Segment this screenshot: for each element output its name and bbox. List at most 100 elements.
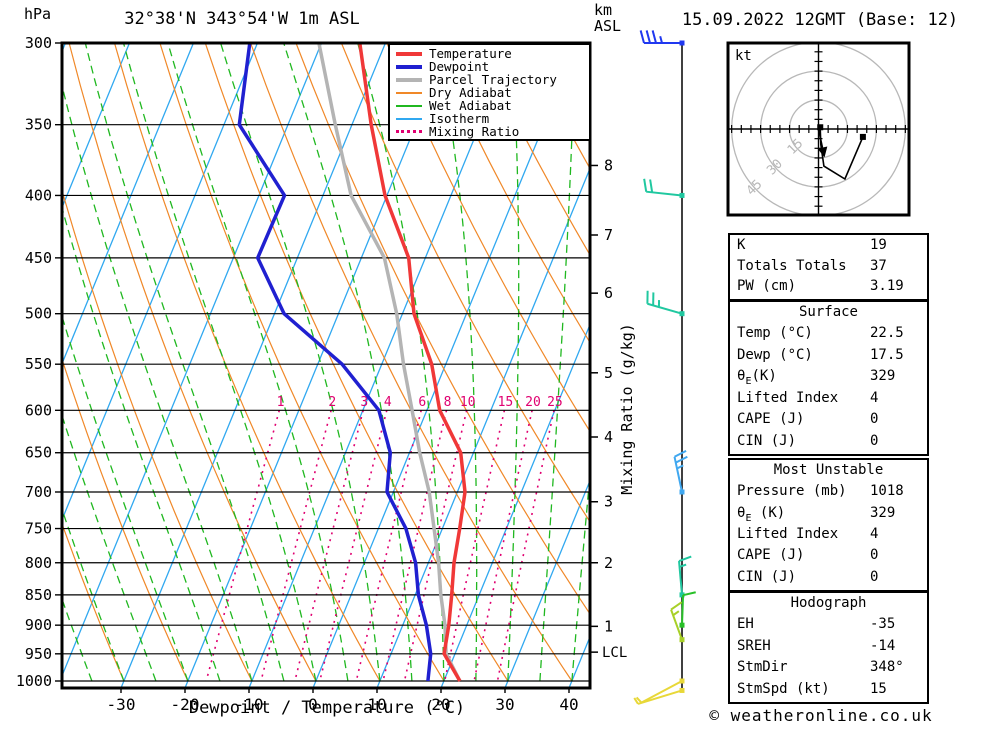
row-value: 0 xyxy=(870,411,879,428)
svg-text:950: 950 xyxy=(25,645,52,663)
wind-barb xyxy=(678,555,692,598)
wind-barb xyxy=(679,591,696,628)
svg-text:-10: -10 xyxy=(235,695,264,714)
table-row: StmDir 348° xyxy=(730,657,927,678)
parcel-trajectory-curve xyxy=(317,43,462,682)
table-row: Lifted Index 4 xyxy=(730,388,927,409)
svg-text:350: 350 xyxy=(25,116,52,134)
pressure-gridlines xyxy=(62,42,590,682)
svg-text:25: 25 xyxy=(547,395,563,410)
svg-text:400: 400 xyxy=(25,186,52,204)
legend-swatch xyxy=(396,104,422,107)
plot-border xyxy=(60,41,592,690)
legend-label: Isotherm xyxy=(429,111,490,126)
svg-text:6: 6 xyxy=(418,395,426,410)
table-row: Pressure (mb) 1018 xyxy=(730,481,927,502)
table-row: PW (cm) 3.19 xyxy=(730,276,927,297)
svg-text:850: 850 xyxy=(25,586,52,604)
wind-barb xyxy=(643,178,685,198)
svg-text:4: 4 xyxy=(604,428,613,446)
legend-item-wet-adiabat: Wet Adiabat xyxy=(396,99,589,112)
row-label: EH xyxy=(737,616,754,633)
pressure-tick-labels: 300 350 400 450 500 550 600 650 700 750 800 850 900 9… xyxy=(16,34,62,690)
svg-text:10: 10 xyxy=(460,395,476,410)
legend-item-isotherm: Isotherm xyxy=(396,112,589,125)
legend-item-mixing-ratio: Mixing Ratio xyxy=(396,125,589,138)
legend-swatch xyxy=(396,91,422,94)
row-value: 37 xyxy=(870,257,887,274)
table-title: Hodograph xyxy=(790,595,867,611)
svg-text:30: 30 xyxy=(495,695,514,714)
legend-swatch xyxy=(396,51,422,56)
table-row: SREH -14 xyxy=(730,636,927,657)
row-label: Pressure (mb) xyxy=(737,483,847,500)
dewpoint-curve xyxy=(237,43,433,682)
svg-text:20: 20 xyxy=(525,395,541,410)
legend-swatch xyxy=(396,117,422,120)
svg-text:550: 550 xyxy=(25,355,52,373)
table-row: Dewp (°C) 17.5 xyxy=(730,345,927,366)
run-datetime: 15.09.2022 12GMT (Base: 12) xyxy=(681,10,959,30)
row-label: PW (cm) xyxy=(737,278,797,295)
wind-barb-column xyxy=(633,30,696,705)
table-row: Temp (°C) 22.5 xyxy=(730,323,927,344)
svg-text:3: 3 xyxy=(604,493,613,511)
legend-item-dry-adiabat: Dry Adiabat xyxy=(396,86,589,99)
row-value: 0 xyxy=(870,432,879,449)
row-value: 17.5 xyxy=(870,346,904,363)
row-value: 22.5 xyxy=(870,325,904,342)
row-label: Lifted Index xyxy=(737,525,839,542)
table-row: θE(K) 329 xyxy=(730,366,927,387)
svg-text:750: 750 xyxy=(25,520,52,538)
row-value: 19 xyxy=(870,237,887,253)
table-title: Most Unstable xyxy=(773,462,884,478)
legend: Temperature Dewpoint Parcel Trajectory Dry … xyxy=(388,43,591,141)
legend-label: Dewpoint xyxy=(429,59,490,74)
legend-label: Mixing Ratio xyxy=(429,124,520,139)
wind-barb xyxy=(673,449,688,495)
row-value: -35 xyxy=(870,616,896,633)
table-row: CAPE (J) 0 xyxy=(730,409,927,430)
row-label: Temp (°C) xyxy=(737,325,813,342)
svg-text:10: 10 xyxy=(367,695,386,714)
svg-text:650: 650 xyxy=(25,444,52,462)
svg-text:7: 7 xyxy=(604,226,613,244)
legend-item-parcel-trajectory: Parcel Trajectory xyxy=(396,73,589,86)
legend-item-dewpoint: Dewpoint xyxy=(396,60,589,73)
row-value: 1018 xyxy=(870,483,904,500)
table-row: CIN (J) 0 xyxy=(730,567,927,588)
table-row: EH -35 xyxy=(730,614,927,635)
table-surface: Surface Temp (°C) 22.5 Dewp (°C) 17.5 θE(K) 32… xyxy=(728,300,929,456)
table-row: CAPE (J) 0 xyxy=(730,545,927,566)
row-label: CIN (J) xyxy=(737,568,797,585)
svg-text:20: 20 xyxy=(431,695,450,714)
legend-label: Parcel Trajectory xyxy=(429,72,557,87)
station-title: 32°38'N 343°54'W 1m ASL xyxy=(124,9,360,29)
svg-text:-30: -30 xyxy=(107,695,136,714)
svg-text:5: 5 xyxy=(604,364,613,382)
mixing-ratio-labels: 1 2 3 4 6 8 10 15 20 25 xyxy=(277,395,563,410)
svg-text:1000: 1000 xyxy=(16,672,52,690)
row-label: Dewp (°C) xyxy=(737,346,813,363)
row-label: StmSpd (kt) xyxy=(737,680,830,697)
mixing-ratio-lines xyxy=(205,410,555,682)
temperature-curve xyxy=(358,43,467,682)
row-label: SREH xyxy=(737,637,771,654)
svg-text:LCL: LCL xyxy=(602,645,627,661)
wind-barb xyxy=(633,687,685,705)
table-row: K 19 xyxy=(730,235,927,256)
row-label: StmDir xyxy=(737,659,788,676)
row-value: -14 xyxy=(870,637,896,654)
km-axis: 8 7 6 5 4 3 2 1 LCL xyxy=(590,156,627,661)
x-axis-label: Dewpoint / Temperature (°C) xyxy=(188,698,466,718)
watermark: © weatheronline.co.uk xyxy=(709,706,933,725)
table-row: CIN (J) 0 xyxy=(730,431,927,452)
svg-text:500: 500 xyxy=(25,305,52,323)
row-label: θE (K) xyxy=(737,504,786,524)
row-value: 15 xyxy=(870,680,887,697)
row-value: 3.19 xyxy=(870,278,904,295)
svg-text:2: 2 xyxy=(328,395,336,410)
svg-text:300: 300 xyxy=(25,34,52,52)
